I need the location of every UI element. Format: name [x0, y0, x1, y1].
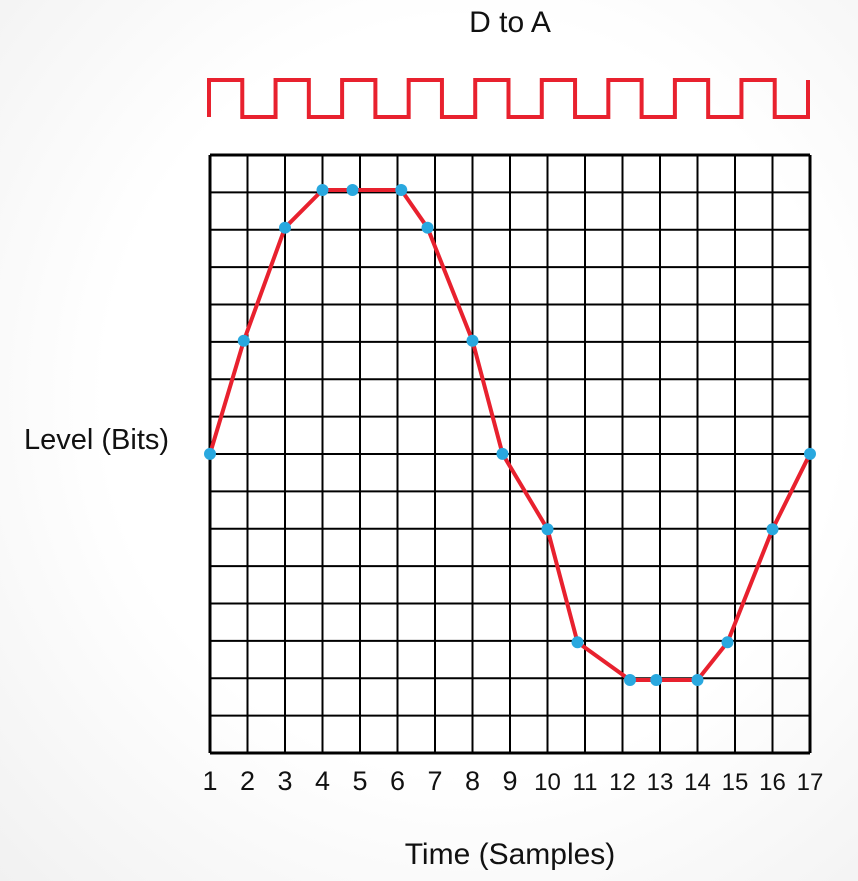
x-tick-label: 15 [722, 769, 749, 796]
x-tick-label: 6 [390, 766, 405, 796]
x-tick-label: 8 [465, 766, 480, 796]
sample-point [721, 636, 734, 649]
x-tick-label: 12 [609, 769, 636, 796]
sample-points [204, 184, 816, 686]
sample-point [541, 523, 554, 536]
sample-point [766, 523, 779, 536]
sample-point [496, 447, 509, 460]
sample-point [421, 221, 434, 234]
x-tick-label: 13 [647, 769, 674, 796]
x-tick-label: 14 [684, 769, 711, 796]
x-tick-label: 7 [427, 766, 442, 796]
x-tick-label: 9 [502, 766, 517, 796]
x-tick-label: 2 [240, 766, 255, 796]
diagram-title: D to A [469, 6, 551, 39]
x-tick-label: 3 [277, 766, 292, 796]
sample-point [691, 674, 704, 686]
x-tick-label: 11 [573, 769, 598, 796]
chart-grid [208, 153, 812, 755]
sample-point [395, 184, 408, 196]
x-tick-label: 10 [534, 769, 561, 796]
x-tick-label: 4 [315, 766, 330, 796]
x-tick-label: 5 [352, 766, 367, 796]
sample-point [204, 447, 216, 460]
x-axis-label: Time (Samples) [404, 838, 616, 871]
sample-point [804, 447, 816, 460]
x-tick-label: 1 [202, 766, 217, 796]
sample-point [624, 674, 636, 686]
sample-point [279, 221, 291, 234]
sample-point [571, 636, 584, 649]
sample-point [466, 334, 479, 347]
sample-point [346, 184, 359, 196]
y-axis-label: Level (Bits) [24, 424, 170, 456]
x-tick-label: 16 [759, 769, 786, 796]
sample-point [316, 184, 329, 196]
sample-point [650, 674, 663, 686]
sample-point [237, 334, 250, 347]
x-tick-label: 17 [797, 769, 824, 796]
x-tick-labels: 1 2 3 4 5 6 7 8 9 10 11 12 13 14 15 16 17 [202, 766, 823, 796]
